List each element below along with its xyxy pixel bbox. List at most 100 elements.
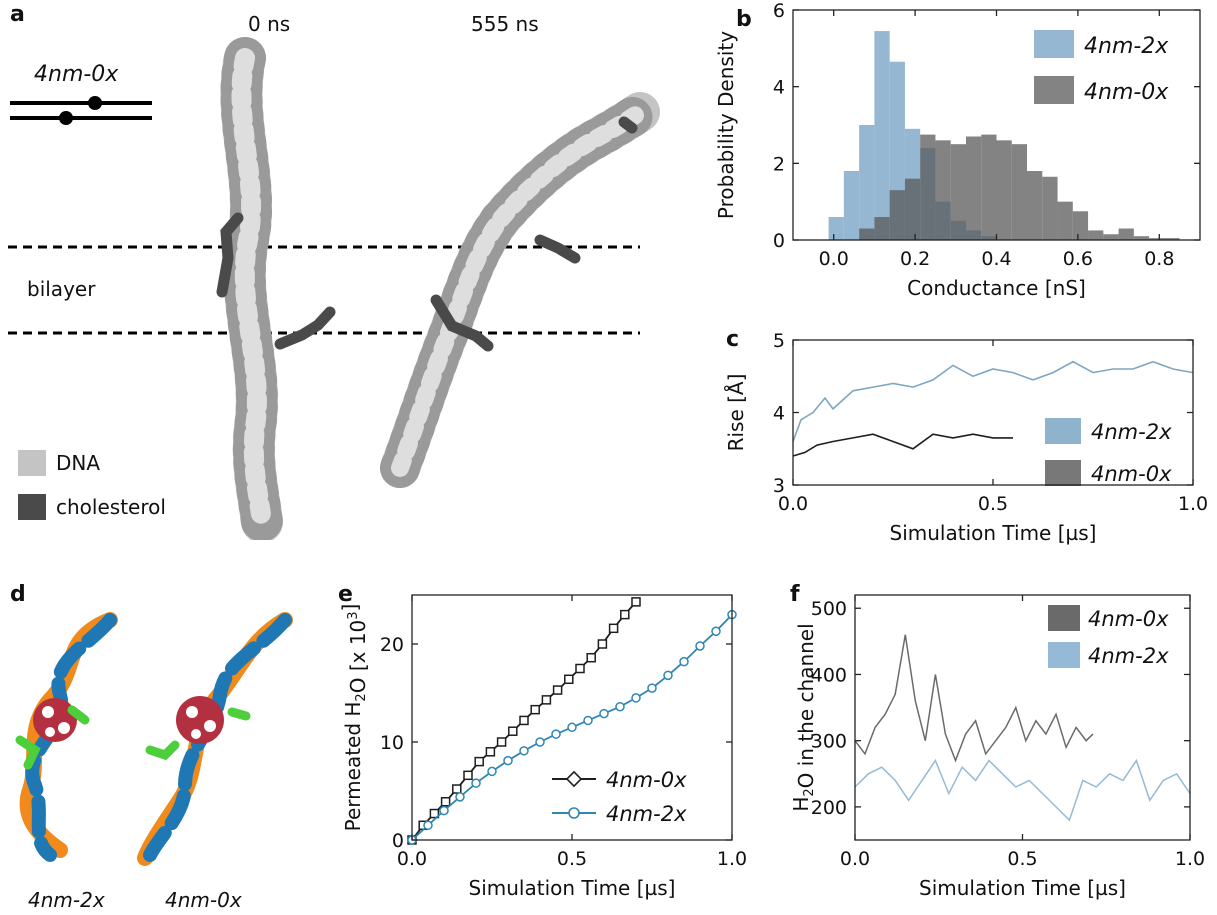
legend-swatch [1034,30,1074,58]
histogram-bar [1103,234,1119,240]
legend-label: 4nm-0x [1084,80,1169,105]
conductance-histogram-chart: 0.0 0.2 0.4 0.6 0.8 0 2 4 6 Conductance [nS] Proba… [714,0,1201,300]
y-tick-label: 200 [811,797,847,819]
data-point [487,766,497,777]
data-point [503,755,513,766]
legend-swatch [1045,418,1081,444]
x-axis-label: Simulation Time [µs] [919,876,1126,900]
data-point [695,641,705,651]
histogram-bar [1042,176,1058,240]
y-tick-label: 5 [773,330,785,352]
legend-marker [568,807,580,819]
dna-structure-555ns [380,92,660,488]
histogram-bar [904,178,921,240]
data-point [440,797,451,807]
legend-swatch [1034,76,1074,104]
data-point [551,729,561,739]
data-point [471,778,481,788]
x-tick-label: 0.4 [981,248,1011,270]
legend-swatch [1048,642,1080,668]
data-point [575,663,585,674]
bilayer-label: bilayer [27,277,96,301]
series-line [854,634,1094,763]
data-point [679,656,689,667]
data-point [541,695,552,705]
histogram-bar [1133,236,1150,240]
histogram-bar [843,171,860,240]
legend-item-dna: DNA [18,450,100,476]
histogram-bar [965,136,982,240]
data-point [583,715,593,726]
data-point [439,805,449,816]
legend-label-dna: DNA [56,451,101,475]
y-tick-label: 0 [392,830,404,852]
x-tick-label: 0.0 [840,848,870,870]
histogram-bar [981,134,997,240]
histogram-bar [1057,201,1073,240]
panel-label-a: a [10,2,25,27]
y-tick-label: 300 [811,731,847,753]
histogram-bar [889,190,905,240]
data-point [711,626,721,637]
panel-label: e [338,582,353,607]
data-point [519,715,529,726]
histogram-bar [950,144,966,240]
x-tick-label: 0.8 [1144,248,1174,270]
dna-structure-0ns [220,37,283,540]
histogram-bar [1149,238,1165,240]
cholesterol-swatch-icon [18,494,46,520]
panel-label-d: d [10,582,26,607]
legend-label: 4nm-0x [1088,607,1169,631]
histogram-bar [859,228,875,240]
data-point [599,708,609,719]
data-point [620,609,630,620]
data-point [423,820,433,831]
water-in-channel-chart: 0.0 0.5 1.0 200 300 400 500 Simulation Time [µs… [789,582,1205,900]
series-line [792,360,1194,442]
legend-label: 4nm-0x [1091,462,1172,486]
x-tick-label: 0.0 [397,848,427,870]
legend-label: 4nm-2x [1088,644,1169,668]
histogram-bar [859,125,875,240]
caption-4nm-0x: 4nm-0x [165,888,242,912]
legend-label: 4nm-0x [606,768,687,792]
x-tick-label: 1.0 [717,848,747,870]
data-point [631,693,641,703]
panel-label: c [726,327,739,352]
cholesterol-555ns [430,116,638,352]
cholesterol-0ns [216,212,336,350]
data-point [586,652,596,663]
data-point [631,597,641,607]
permeated-water-chart: 0.0 0.5 1.0 0 10 20 Simulation Time [µs] Permea… [338,582,747,900]
data-point [452,784,462,794]
data-point [535,737,545,747]
x-tick-label: 0.0 [778,493,808,515]
y-tick-label: 6 [773,0,785,22]
panel-label: f [790,582,800,607]
helix-4nm-2x [15,612,118,862]
y-axis-label: Probability Density [714,31,738,219]
time-label-0ns: 0 ns [248,12,291,36]
y-tick-label: 4 [773,77,785,99]
y-tick-label: 10 [380,732,404,754]
data-point [647,683,657,693]
rise-vs-time-chart: 0.0 0.5 1.0 3 4 5 Simulation Time [µs] Rise [Å]… [724,327,1208,545]
histogram-bar [1011,144,1028,240]
series-line [792,433,1013,457]
time-label-555ns: 555 ns [471,12,539,36]
y-axis-label: Rise [Å] [724,374,748,452]
data-point [615,701,625,712]
histogram-bar [874,31,890,241]
y-tick-label: 2 [773,153,785,175]
histogram-bar [935,140,951,240]
data-point [429,808,440,819]
histogram-bar [920,134,936,240]
histogram-bar [828,217,844,240]
legend-swatch [1048,605,1080,631]
data-point [608,623,619,634]
histogram-bar [1118,228,1134,240]
x-tick-label: 0.2 [900,248,930,270]
histogram-bar [1072,211,1089,240]
data-point [519,746,529,756]
y-tick-label: 500 [811,598,847,620]
